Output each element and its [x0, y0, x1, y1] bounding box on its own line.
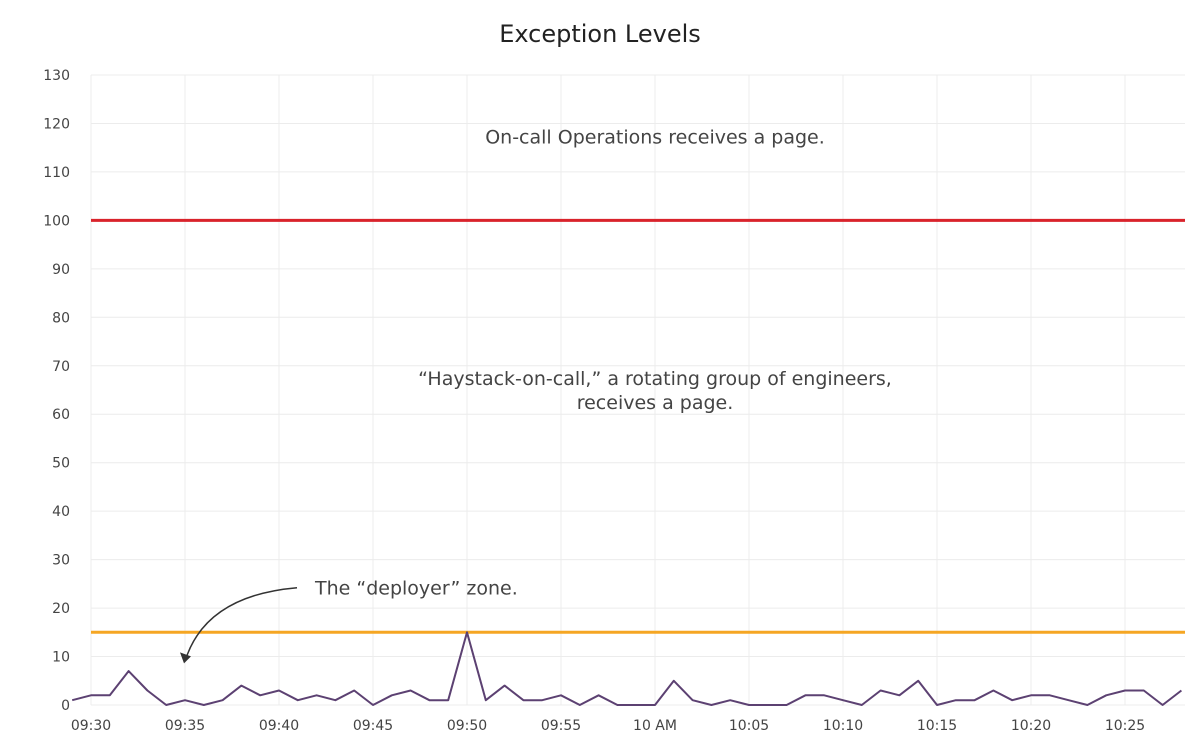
annotation-text: “Haystack-on-call,” a rotating group of … — [418, 368, 892, 390]
annotation-text: receives a page. — [577, 392, 734, 414]
x-tick-label: 10:15 — [917, 718, 957, 734]
y-tick-label: 90 — [52, 262, 70, 278]
y-axis-tick-labels: 0 10 20 30 40 50 60 70 80 90 100 110 120 130 — [43, 68, 70, 714]
series-lines — [71, 631, 1183, 706]
x-tick-label: 09:30 — [71, 718, 111, 734]
y-tick-label: 100 — [43, 213, 70, 229]
y-tick-label: 30 — [52, 553, 70, 569]
annotation-text: On-call Operations receives a page. — [485, 126, 825, 148]
x-tick-label: 09:45 — [353, 718, 393, 734]
y-tick-label: 80 — [52, 310, 70, 326]
x-tick-label: 10:25 — [1105, 718, 1145, 734]
series-line — [71, 631, 1183, 706]
y-tick-label: 40 — [52, 504, 70, 520]
x-tick-label: 09:40 — [259, 718, 299, 734]
y-tick-label: 60 — [52, 407, 70, 423]
y-tick-label: 10 — [52, 650, 70, 666]
annotation-arrow — [184, 586, 298, 662]
x-tick-label: 10:20 — [1011, 718, 1051, 734]
x-axis-tick-labels: 09:30 09:35 09:40 09:45 09:50 09:55 10 AM 10:05… — [71, 718, 1145, 734]
y-tick-label: 130 — [43, 68, 70, 84]
y-tick-label: 110 — [43, 165, 70, 181]
annotation-text: The “deployer” zone. — [314, 578, 518, 600]
y-tick-label: 70 — [52, 359, 70, 375]
x-tick-label: 10 AM — [633, 718, 677, 734]
y-tick-label: 120 — [43, 116, 70, 132]
chart-title: Exception Levels — [499, 20, 701, 48]
y-tick-label: 50 — [52, 456, 70, 472]
annotations: On-call Operations receives a page. “Hays… — [180, 126, 892, 664]
y-tick-label: 0 — [61, 698, 70, 714]
x-tick-label: 09:55 — [541, 718, 581, 734]
threshold-lines — [91, 218, 1185, 634]
x-tick-label: 10:10 — [823, 718, 863, 734]
x-tick-label: 09:50 — [447, 718, 487, 734]
annotation-arrow-head — [180, 652, 191, 664]
x-gridlines — [90, 75, 1126, 705]
x-tick-label: 10:05 — [729, 718, 769, 734]
y-tick-label: 20 — [52, 601, 70, 617]
x-tick-label: 09:35 — [165, 718, 205, 734]
